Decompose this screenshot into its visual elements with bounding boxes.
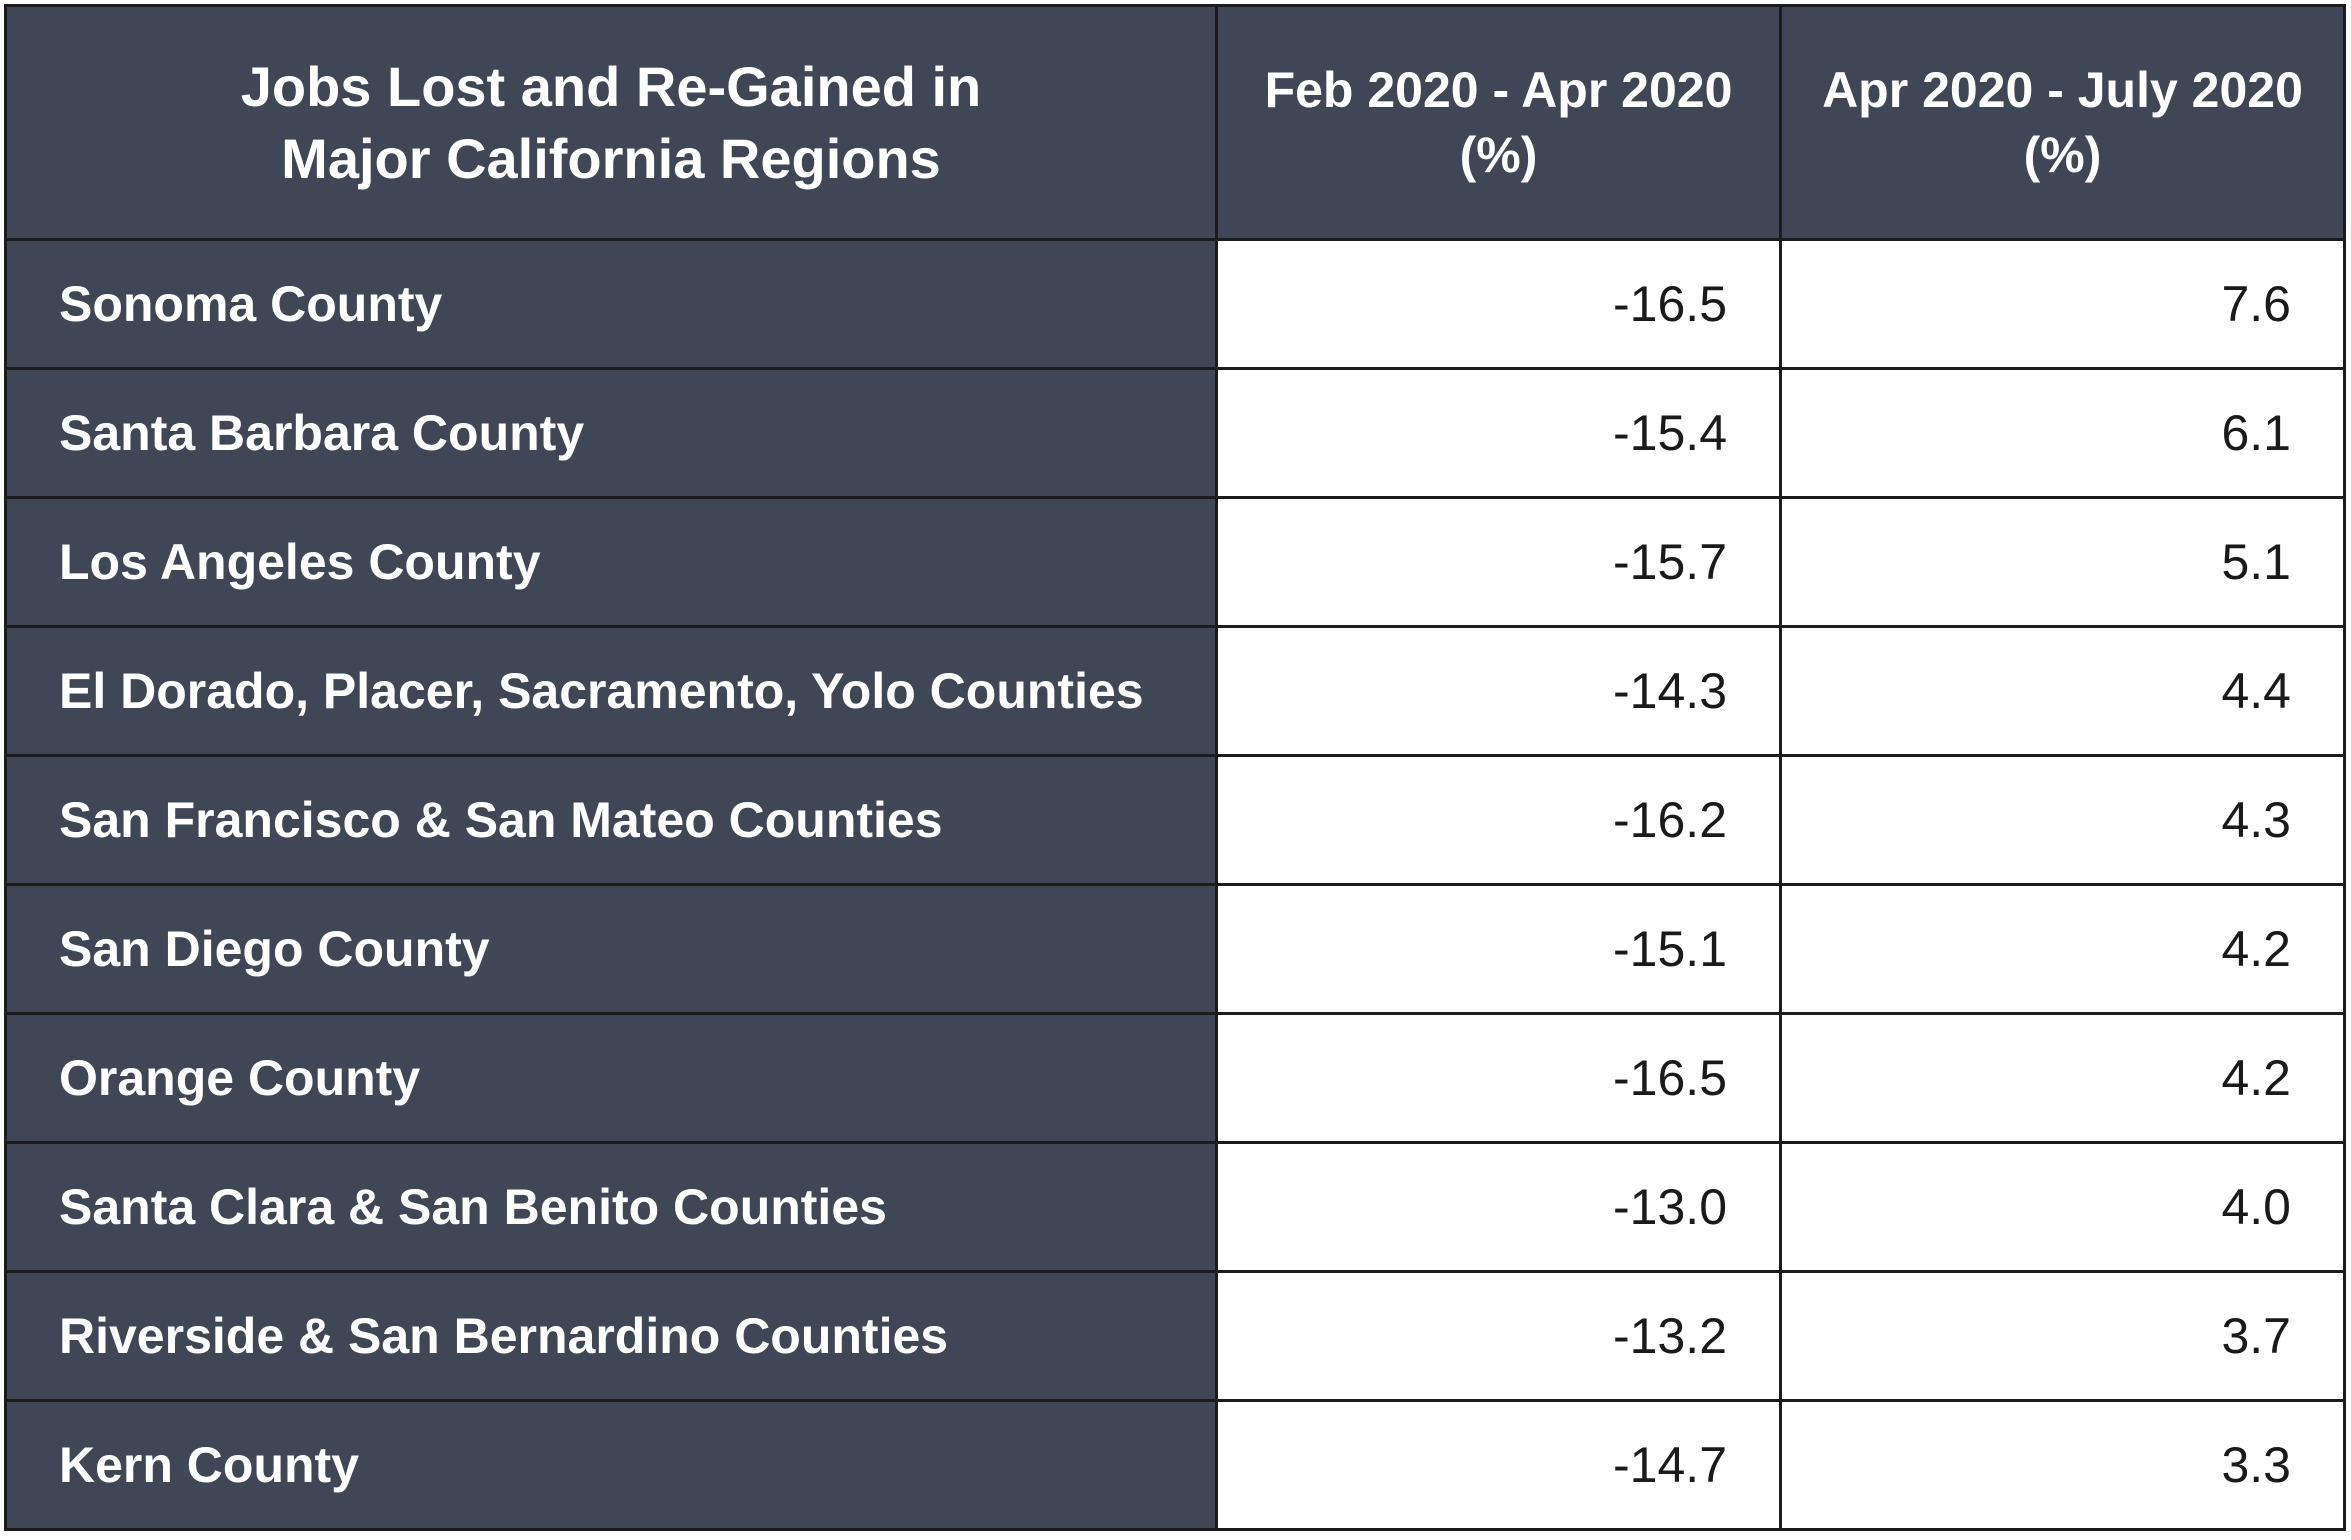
table-row: San Francisco & San Mateo Counties -16.2 4…: [4, 754, 2346, 886]
header-region-line1: Jobs Lost and Re-Gained in: [240, 55, 982, 119]
jobs-table: Jobs Lost and Re-Gained in Major Califor…: [4, 4, 2346, 1531]
region-cell: El Dorado, Placer, Sacramento, Yolo Coun…: [4, 625, 1218, 757]
feb-apr-cell: -14.3: [1215, 625, 1782, 757]
region-cell: Sonoma County: [4, 238, 1218, 370]
feb-apr-cell: -16.5: [1215, 1012, 1782, 1144]
apr-jul-cell: 3.3: [1779, 1399, 2346, 1531]
feb-apr-cell: -14.7: [1215, 1399, 1782, 1531]
table-row: San Diego County -15.1 4.2: [4, 883, 2346, 1015]
apr-jul-cell: 5.1: [1779, 496, 2346, 628]
apr-jul-cell: 7.6: [1779, 238, 2346, 370]
header-apr-jul-line1: Apr 2020 - July 2020: [1822, 61, 2303, 118]
feb-apr-cell: -15.4: [1215, 367, 1782, 499]
region-cell: San Francisco & San Mateo Counties: [4, 754, 1218, 886]
feb-apr-cell: -13.2: [1215, 1270, 1782, 1402]
apr-jul-cell: 4.4: [1779, 625, 2346, 757]
table-row: Los Angeles County -15.7 5.1: [4, 496, 2346, 628]
table-header-row: Jobs Lost and Re-Gained in Major Califor…: [4, 4, 2346, 241]
region-cell: Los Angeles County: [4, 496, 1218, 628]
feb-apr-cell: -15.1: [1215, 883, 1782, 1015]
feb-apr-cell: -16.2: [1215, 754, 1782, 886]
header-feb-apr: Feb 2020 - Apr 2020 (%): [1215, 4, 1782, 241]
region-cell: Kern County: [4, 1399, 1218, 1531]
apr-jul-cell: 3.7: [1779, 1270, 2346, 1402]
apr-jul-cell: 4.0: [1779, 1141, 2346, 1273]
header-apr-jul: Apr 2020 - July 2020 (%): [1779, 4, 2346, 241]
table-row: Sonoma County -16.5 7.6: [4, 238, 2346, 370]
header-apr-jul-line2: (%): [2023, 126, 2102, 183]
region-cell: Santa Clara & San Benito Counties: [4, 1141, 1218, 1273]
region-cell: Riverside & San Bernardino Counties: [4, 1270, 1218, 1402]
apr-jul-cell: 4.2: [1779, 1012, 2346, 1144]
feb-apr-cell: -16.5: [1215, 238, 1782, 370]
feb-apr-cell: -15.7: [1215, 496, 1782, 628]
header-feb-apr-line1: Feb 2020 - Apr 2020: [1264, 61, 1733, 118]
table-row: Kern County -14.7 3.3: [4, 1399, 2346, 1531]
table-row: Orange County -16.5 4.2: [4, 1012, 2346, 1144]
header-region-line2: Major California Regions: [281, 126, 941, 190]
table-row: El Dorado, Placer, Sacramento, Yolo Coun…: [4, 625, 2346, 757]
header-feb-apr-line2: (%): [1459, 126, 1538, 183]
table-row: Santa Clara & San Benito Counties -13.0 4.…: [4, 1141, 2346, 1273]
region-cell: Orange County: [4, 1012, 1218, 1144]
region-cell: San Diego County: [4, 883, 1218, 1015]
apr-jul-cell: 4.2: [1779, 883, 2346, 1015]
apr-jul-cell: 6.1: [1779, 367, 2346, 499]
header-region: Jobs Lost and Re-Gained in Major Califor…: [4, 4, 1218, 241]
apr-jul-cell: 4.3: [1779, 754, 2346, 886]
feb-apr-cell: -13.0: [1215, 1141, 1782, 1273]
table-row: Riverside & San Bernardino Counties -13.2…: [4, 1270, 2346, 1402]
table-row: Santa Barbara County -15.4 6.1: [4, 367, 2346, 499]
region-cell: Santa Barbara County: [4, 367, 1218, 499]
